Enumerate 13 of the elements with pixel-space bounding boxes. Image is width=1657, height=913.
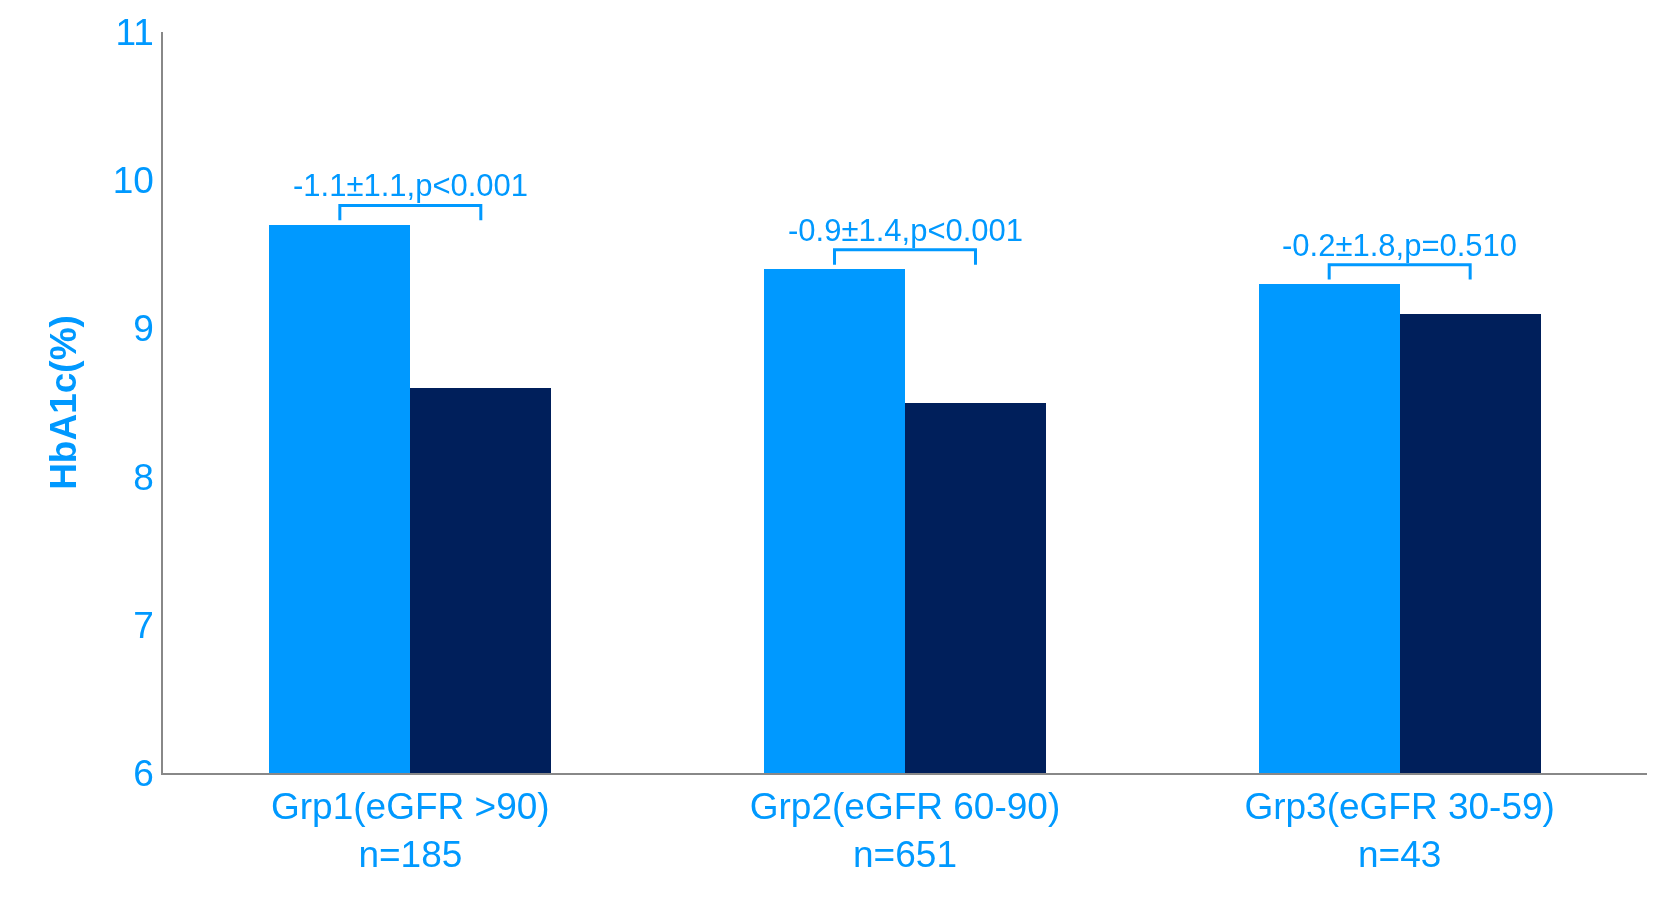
- x-tick-label: Grp1(eGFR >90) n=185: [271, 786, 550, 876]
- y-tick-label: 7: [133, 604, 154, 646]
- annotation: -1.1±1.1,p<0.001: [293, 168, 529, 203]
- y-tick-label: 10: [112, 160, 154, 202]
- x-tick-label: Grp2(eGFR 60-90) n=651: [749, 786, 1061, 876]
- y-tick-label: 8: [133, 456, 154, 498]
- y-axis-title: HbA1c(%): [42, 315, 84, 490]
- annotation: -0.9±1.4,p<0.001: [788, 213, 1024, 248]
- x-tick-label: Grp3(eGFR 30-59) n=43: [1244, 786, 1555, 876]
- y-tick-label: 9: [133, 308, 154, 350]
- y-tick-label: 11: [115, 11, 154, 53]
- annotation: -0.2±1.8,p=0.510: [1282, 228, 1518, 263]
- y-tick-label: 6: [133, 752, 154, 794]
